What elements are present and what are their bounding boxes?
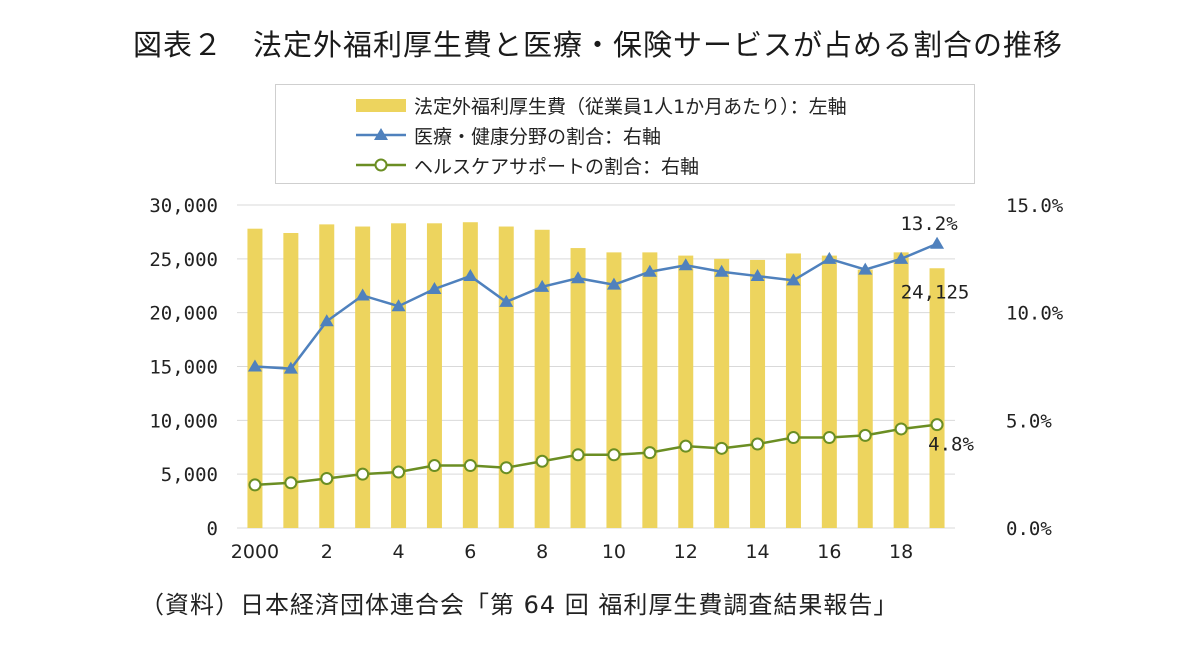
- x-tick-label: 2000: [231, 541, 279, 563]
- medical-series-point: [571, 271, 586, 284]
- bar: [426, 223, 442, 528]
- x-tick-label: 18: [889, 541, 913, 563]
- bar: [391, 223, 407, 528]
- healthcare-series-point: [392, 465, 406, 479]
- healthcare-series-point: [930, 418, 944, 432]
- legend-swatch-bar: [356, 95, 406, 115]
- healthcare-series-point: [248, 478, 262, 492]
- bar: [462, 222, 478, 528]
- source-note: （資料）日本経済団体連合会「第 64 回 福利厚生費調査結果報告」: [140, 591, 899, 619]
- data-label-healthcare-last: 4.8%: [928, 434, 974, 456]
- healthcare-series-point: [356, 467, 370, 481]
- legend-swatch-healthcare: [356, 155, 406, 175]
- medical-series-point: [750, 269, 765, 282]
- legend-label-bar: 法定外福利厚生費（従業員1人1か月あたり）：左軸: [414, 95, 847, 118]
- x-tick-label: 4: [393, 541, 405, 563]
- y-right-tick-label: 15.0%: [1006, 195, 1064, 217]
- y-left-tick-label: 5,000: [161, 464, 218, 486]
- medical-series-point: [247, 359, 262, 372]
- medical-series-point: [283, 361, 298, 374]
- bar: [714, 258, 730, 528]
- legend-label-healthcare: ヘルスケアサポートの割合：右軸: [414, 155, 700, 178]
- healthcare-series-point: [679, 439, 693, 453]
- medical-series-point: [499, 294, 514, 307]
- healthcare-series-point: [535, 454, 549, 468]
- bar: [893, 252, 909, 528]
- healthcare-series-point: [463, 459, 477, 473]
- legend-label-medical: 医療・健康分野の割合：右軸: [414, 125, 662, 148]
- healthcare-series-point: [571, 448, 585, 462]
- x-tick-label: 14: [745, 541, 769, 563]
- healthcare-series-point: [715, 441, 729, 455]
- y-right-tick-label: 5.0%: [1006, 410, 1052, 432]
- medical-series-point: [427, 281, 442, 294]
- bar: [606, 252, 622, 528]
- legend: 法定外福利厚生費（従業員1人1か月あたり）：左軸 医療・健康分野の割合：右軸 ヘ…: [275, 84, 975, 184]
- medical-series-point: [786, 273, 801, 286]
- x-tick-label: 10: [602, 541, 626, 563]
- bar: [678, 255, 694, 528]
- y-right-tick-label: 10.0%: [1006, 303, 1064, 325]
- medical-series-point: [822, 251, 837, 264]
- medical-series-point: [535, 279, 550, 292]
- bar: [319, 224, 335, 528]
- healthcare-series-point: [858, 428, 872, 442]
- x-tick-label: 16: [817, 541, 841, 563]
- healthcare-series-point: [607, 448, 621, 462]
- y-left-tick-label: 20,000: [149, 303, 218, 325]
- data-label-bar-last: 24,125: [901, 281, 970, 303]
- medical-series-point: [930, 236, 945, 249]
- bar: [355, 226, 371, 529]
- x-tick-label: 2: [321, 541, 333, 563]
- healthcare-series-point: [822, 431, 836, 445]
- medical-series-point: [642, 264, 657, 277]
- medical-series-point: [858, 262, 873, 275]
- medical-series-point: [319, 314, 334, 327]
- legend-swatch-medical: [356, 125, 406, 145]
- y-left-tick-label: 25,000: [149, 249, 218, 271]
- bar: [534, 229, 550, 528]
- bar: [642, 252, 658, 528]
- healthcare-series-point: [499, 461, 513, 475]
- bar: [857, 269, 873, 528]
- bar: [498, 226, 514, 529]
- chart-title: 図表２ 法定外福利厚生費と医療・保険サービスが占める割合の推移: [132, 28, 1063, 62]
- bar: [570, 248, 586, 529]
- bar: [929, 268, 945, 528]
- y-left-tick-label: 10,000: [149, 410, 218, 432]
- y-left-tick-label: 30,000: [149, 195, 218, 217]
- healthcare-series-point: [284, 476, 298, 490]
- y-left-tick-label: 0: [207, 518, 218, 540]
- x-tick-label: 6: [464, 541, 476, 563]
- legend-item-healthcare: ヘルスケアサポートの割合：右軸: [356, 151, 699, 179]
- medical-series-point: [714, 264, 729, 277]
- y-right-tick-label: 0.0%: [1006, 518, 1052, 540]
- bar: [283, 232, 299, 528]
- healthcare-series-point: [786, 431, 800, 445]
- bar: [785, 253, 801, 528]
- healthcare-series-point: [320, 471, 334, 485]
- medical-series-point: [678, 258, 693, 271]
- medical-series-point: [355, 288, 370, 301]
- legend-item-bar: 法定外福利厚生費（従業員1人1か月あたり）：左軸: [356, 91, 847, 119]
- medical-series-point: [391, 299, 406, 312]
- legend-item-medical: 医療・健康分野の割合：右軸: [356, 121, 661, 149]
- data-label-medical-last: 13.2%: [900, 213, 958, 235]
- bar: [821, 255, 837, 528]
- bar: [750, 259, 766, 528]
- bar: [247, 228, 263, 529]
- healthcare-series-point: [751, 437, 765, 451]
- healthcare-series-point: [643, 446, 657, 460]
- healthcare-series-point: [894, 422, 908, 436]
- x-tick-label: 8: [536, 541, 548, 563]
- x-tick-label: 12: [674, 541, 698, 563]
- y-left-tick-label: 15,000: [149, 357, 218, 379]
- medical-series-point: [894, 251, 909, 264]
- healthcare-series-point: [427, 459, 441, 473]
- medical-series-point: [463, 269, 478, 282]
- medical-series-point: [606, 277, 621, 290]
